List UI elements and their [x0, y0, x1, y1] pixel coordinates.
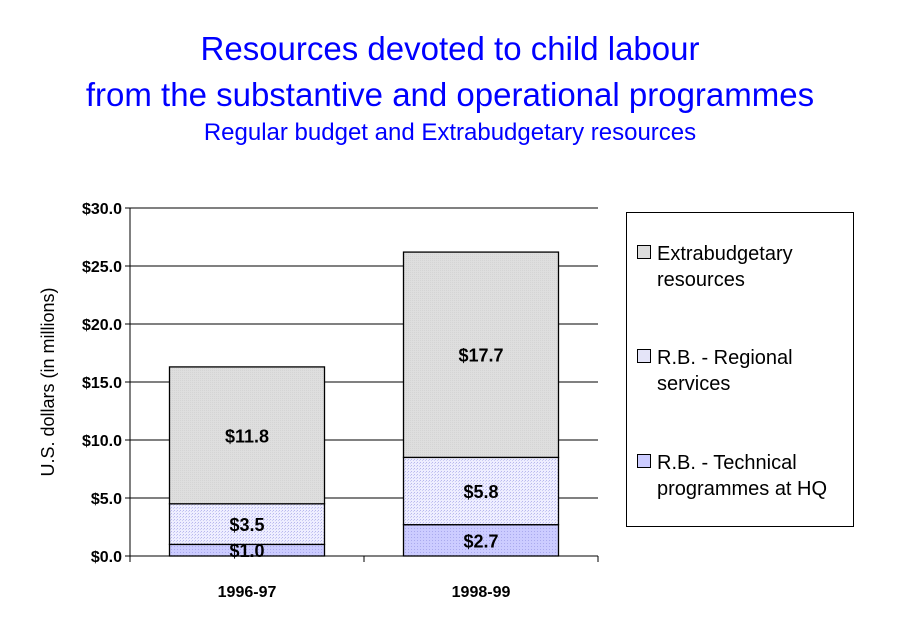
chart-title: Resources devoted to child labour — [200, 30, 700, 67]
legend-label: R.B. - Regional — [657, 347, 793, 369]
legend-swatch — [637, 245, 651, 259]
legend-swatch — [637, 349, 651, 363]
legend-item-technical: R.B. - Technical programmes at HQ — [637, 450, 827, 500]
y-tick-label: $15.0 — [82, 375, 122, 392]
data-label: $11.8 — [225, 426, 269, 446]
bar-segment — [168, 366, 326, 505]
y-tick-label: $0.0 — [91, 549, 122, 566]
bar-segment — [402, 524, 560, 557]
data-label: $1.0 — [229, 541, 264, 561]
y-axis-label: U.S. dollars (in millions) — [38, 287, 58, 476]
x-tick-label: 1996-97 — [218, 584, 277, 601]
y-tick-label: $30.0 — [82, 201, 122, 218]
legend-label: R.B. - Technical — [657, 452, 797, 474]
legend-label: resources — [657, 269, 745, 291]
y-tick-label: $10.0 — [82, 433, 122, 450]
data-label: $17.7 — [458, 346, 503, 366]
data-label: $2.7 — [463, 531, 498, 551]
legend-label: programmes at HQ — [657, 478, 828, 500]
chart-subtitle: Regular budget and Extrabudgetary resour… — [203, 119, 697, 146]
legend-item-regional: R.B. - Regional services — [637, 345, 793, 395]
y-tick-label: $5.0 — [91, 491, 122, 508]
legend: Extrabudgetary resources R.B. - Regional s… — [626, 212, 854, 527]
x-tick-label: 1998-99 — [452, 584, 511, 601]
data-label: $5.8 — [463, 482, 498, 502]
y-tick-label: $20.0 — [82, 317, 122, 334]
data-label: $3.5 — [229, 515, 264, 535]
bar-segment — [402, 251, 560, 459]
legend-label: Extrabudgetary — [657, 243, 793, 265]
chart-title-line2: from the substantive and operational pro… — [85, 76, 815, 113]
legend-swatch — [637, 454, 651, 468]
legend-item-extrabudgetary: Extrabudgetary resources — [637, 241, 793, 291]
bar-segment — [402, 456, 560, 526]
y-tick-label: $25.0 — [82, 259, 122, 276]
legend-label: services — [657, 373, 731, 395]
